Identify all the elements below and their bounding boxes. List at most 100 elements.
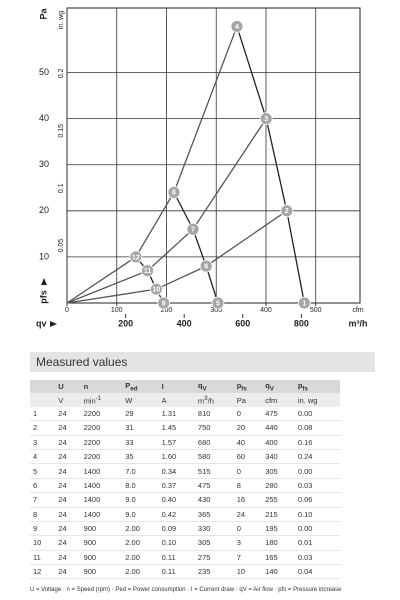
x2-tick-label: 0: [65, 307, 69, 314]
curve: [66, 210, 288, 304]
cell-text: V: [58, 395, 64, 405]
y2-axis-label: in. wg: [58, 11, 65, 29]
cell: [30, 380, 56, 394]
cell-text: min: [83, 396, 96, 406]
cell-text: p: [297, 380, 303, 390]
cell: 8.0: [122, 478, 159, 494]
cell: 2.00: [122, 521, 159, 537]
cell: 60: [233, 449, 263, 465]
point-label: 5: [216, 300, 220, 307]
y2-tick-label: 0.05: [58, 239, 65, 253]
cell: 8: [233, 478, 263, 494]
table-row: 3 24 2200 33 1.57 680 40 400 0.16: [30, 435, 340, 450]
x2-tick-label: 100: [111, 307, 123, 314]
cell: 235: [194, 564, 234, 580]
cell: 430: [194, 492, 234, 508]
cell-text: P: [125, 380, 131, 390]
cell: 24: [55, 420, 81, 436]
cell-text: n: [83, 382, 89, 392]
cell: 5: [30, 463, 56, 479]
cell: Ped: [122, 380, 159, 394]
cell: 365: [194, 507, 234, 522]
cell: 0.10: [294, 507, 340, 522]
cell: m3/h: [194, 393, 234, 407]
cell: 0.00: [294, 406, 340, 422]
cell: 305: [194, 535, 234, 551]
cell-sub: ed: [130, 385, 138, 393]
cell: 24: [55, 435, 81, 450]
cell: 0.34: [158, 463, 195, 479]
cell: in. wg: [294, 393, 340, 407]
cell-sup: -1: [95, 394, 102, 402]
cell: 215: [262, 507, 295, 522]
cell: 2200: [80, 420, 123, 436]
cell: 7: [233, 550, 263, 566]
cell: 33: [122, 435, 159, 450]
table-row: 10 24 900 2.00 0.10 305 3 180 0.01: [30, 535, 340, 551]
cell: U: [55, 380, 81, 394]
point-label: 4: [235, 24, 239, 31]
cell: 0.01: [294, 535, 340, 551]
cell-text: in. wg: [297, 395, 318, 405]
point-label: 10: [152, 287, 160, 294]
y-symbol: pfs: [38, 290, 48, 304]
cell: 24: [55, 478, 81, 494]
table-row: 1 24 2200 29 1.31 810 0 475 0.00: [30, 406, 340, 422]
cell: 2200: [80, 449, 123, 465]
cell: 9.0: [122, 507, 159, 522]
x-tick-label: 400: [177, 318, 192, 328]
cell: 24: [55, 449, 81, 465]
y2-tick-label: 0.1: [58, 183, 65, 193]
cell-text: q: [197, 380, 203, 390]
cell: 0: [233, 406, 263, 422]
cell: 2.00: [122, 535, 159, 551]
cell: V: [55, 393, 81, 407]
x2-tick-label: 200: [161, 307, 173, 314]
cell-sub: V: [269, 385, 274, 393]
cell: Pa: [233, 393, 263, 407]
cell: 0.03: [294, 478, 340, 494]
cell: 165: [262, 550, 295, 566]
x-axis-label: m³/h: [349, 318, 368, 328]
cell: 2200: [80, 435, 123, 450]
cell: 24: [55, 507, 81, 522]
cell-sub: fs: [302, 385, 308, 393]
cell: 24: [55, 492, 81, 508]
cell: 0: [233, 521, 263, 537]
cell: 275: [194, 550, 234, 566]
cell-sub: V: [202, 385, 207, 393]
cell: 9.0: [122, 492, 159, 508]
cell: pfs: [233, 380, 263, 394]
point-marker: [149, 282, 163, 296]
table-row: 9 24 900 2.00 0.09 330 0 195 0.00: [30, 521, 340, 537]
cell-text: p: [236, 380, 242, 390]
y2-tick-label: 0.2: [58, 68, 65, 78]
point-label: 12: [132, 254, 140, 261]
point-marker: [211, 296, 225, 310]
cell: 810: [194, 406, 234, 422]
point-label: 8: [172, 190, 176, 197]
point-label: 2: [285, 208, 289, 215]
cell: 900: [80, 564, 123, 580]
x-tick-label: 600: [235, 318, 250, 328]
x2-axis-label: cfm: [352, 307, 363, 314]
cell: 4: [30, 449, 56, 465]
point-label: 7: [191, 227, 195, 234]
cell: 0.04: [294, 564, 340, 580]
cell: A: [158, 393, 195, 407]
cell: pfs: [294, 380, 340, 394]
cell: 0.10: [158, 535, 195, 551]
cell-text: m: [197, 396, 205, 406]
cell-text: U: [58, 382, 64, 392]
cell: 0.08: [294, 420, 340, 436]
cell: 255: [262, 492, 295, 508]
cell: 680: [194, 435, 234, 450]
cell: I: [158, 380, 195, 394]
cell: 305: [262, 463, 295, 479]
cell: 400: [262, 435, 295, 450]
cell: 35: [122, 449, 159, 465]
point-marker: [199, 259, 213, 273]
cell: 16: [233, 492, 263, 508]
